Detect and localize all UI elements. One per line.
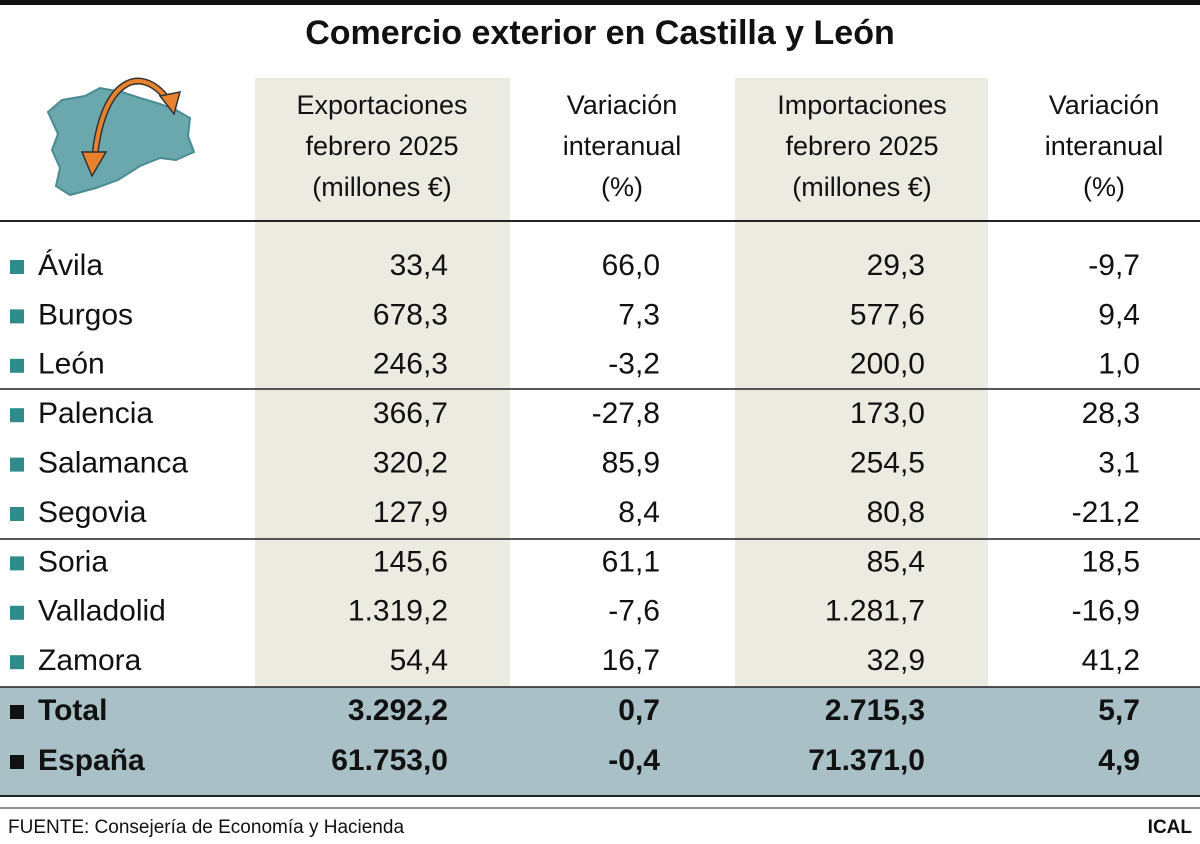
cell-value: 2.715,3 (825, 694, 925, 727)
cell-value: 200,0 (850, 348, 925, 381)
cell-value: 5,7 (1098, 694, 1140, 727)
cell-value: 254,5 (850, 447, 925, 480)
cell-value: -16,9 (1072, 595, 1140, 628)
cell-value: 320,2 (373, 447, 448, 480)
column-header: (%) (601, 172, 643, 202)
row-label: Valladolid (38, 595, 166, 628)
cell-value: 366,7 (373, 397, 448, 430)
column-header: (millones €) (792, 172, 932, 202)
shaded-column (255, 78, 510, 687)
cell-value: 85,9 (602, 447, 660, 480)
column-header: (millones €) (312, 172, 452, 202)
bullet (10, 309, 24, 324)
cell-value: 18,5 (1082, 545, 1140, 578)
row-label: Zamora (38, 644, 142, 677)
cell-value: 66,0 (602, 249, 660, 282)
row-label: España (38, 744, 145, 777)
cell-value: 16,7 (602, 644, 660, 677)
row-label: León (38, 348, 105, 381)
bullet (10, 605, 24, 620)
cell-value: 145,6 (373, 545, 448, 578)
bullet (10, 755, 24, 769)
cell-value: 246,3 (373, 348, 448, 381)
bullet (10, 408, 24, 423)
cell-value: 28,3 (1082, 397, 1140, 430)
totals-band (0, 687, 1200, 795)
map-icon (46, 77, 196, 197)
source: FUENTE: Consejería de Economía y Haciend… (8, 817, 404, 838)
bullet (10, 457, 24, 472)
row-label: Ávila (38, 249, 103, 282)
cell-value: 1.281,7 (825, 595, 925, 628)
cell-value: 41,2 (1082, 644, 1140, 677)
cell-value: 85,4 (867, 545, 925, 578)
cell-value: 3.292,2 (348, 694, 448, 727)
cell-value: -9,7 (1088, 249, 1140, 282)
row-label: Salamanca (38, 447, 188, 480)
cell-value: 1,0 (1098, 348, 1140, 381)
cell-value: 577,6 (850, 298, 925, 331)
bullet (10, 556, 24, 571)
cell-value: 8,4 (618, 496, 660, 529)
column-header: Importaciones (777, 90, 947, 120)
cell-value: 7,3 (618, 298, 660, 331)
title: Comercio exterior en Castilla y León (305, 14, 895, 52)
bullet (10, 705, 24, 719)
cell-value: 80,8 (867, 496, 925, 529)
bullet (10, 655, 24, 670)
top-rule (0, 0, 1200, 5)
cell-value: 29,3 (867, 249, 925, 282)
column-header: Exportaciones (296, 90, 467, 120)
cell-value: -3,2 (608, 348, 660, 381)
shaded-column (735, 78, 988, 687)
cell-value: 61.753,0 (331, 744, 448, 777)
cell-value: 127,9 (373, 496, 448, 529)
cell-value: 71.371,0 (808, 744, 925, 777)
bullet (10, 260, 24, 274)
row-label: Soria (38, 545, 108, 578)
cell-value: 54,4 (390, 644, 448, 677)
row-label: Total (38, 694, 107, 727)
row-label: Segovia (38, 496, 147, 529)
column-header: interanual (1045, 131, 1164, 161)
cell-value: 61,1 (602, 545, 660, 578)
cell-value: 1.319,2 (348, 595, 448, 628)
column-header: (%) (1083, 172, 1125, 202)
cell-value: 3,1 (1098, 447, 1140, 480)
column-header: interanual (563, 131, 682, 161)
cell-value: 32,9 (867, 644, 925, 677)
cell-value: 0,7 (618, 694, 660, 727)
cell-value: -21,2 (1072, 496, 1140, 529)
bullet (10, 358, 24, 373)
row-label: Palencia (38, 397, 153, 430)
credit: ICAL (1148, 817, 1193, 838)
column-header: Variación (567, 90, 678, 120)
column-header: febrero 2025 (785, 131, 938, 161)
cell-value: 9,4 (1098, 298, 1140, 331)
cell-value: -7,6 (608, 595, 660, 628)
cell-value: 173,0 (850, 397, 925, 430)
cell-value: -27,8 (592, 397, 660, 430)
cell-value: 33,4 (390, 249, 448, 282)
row-label: Burgos (38, 298, 133, 331)
cell-value: -0,4 (608, 744, 660, 777)
bullet (10, 507, 24, 521)
cell-value: 678,3 (373, 298, 448, 331)
cell-value: 4,9 (1098, 744, 1140, 777)
column-header: febrero 2025 (305, 131, 458, 161)
column-header: Variación (1049, 90, 1160, 120)
